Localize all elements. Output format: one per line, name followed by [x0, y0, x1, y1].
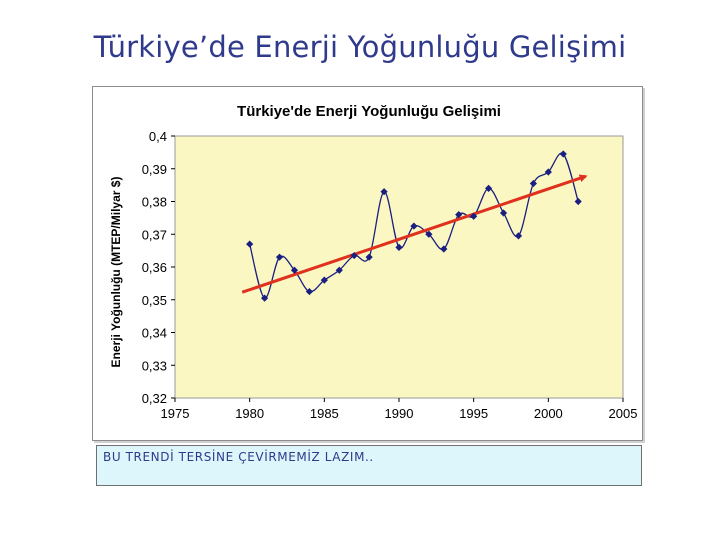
- data-point: [529, 179, 537, 188]
- x-tick-label: 1980: [235, 406, 264, 421]
- y-tick-label: 0,36: [142, 260, 167, 275]
- x-tick-label: 1995: [459, 406, 488, 421]
- data-point: [440, 245, 448, 253]
- plot-area: [174, 135, 624, 399]
- x-tick-label: 2000: [534, 406, 563, 421]
- x-tick-label: 1975: [161, 406, 190, 421]
- y-tick-label: 0,34: [142, 326, 167, 341]
- data-point: [485, 184, 493, 192]
- data-point: [499, 209, 508, 217]
- y-tick-label: 0,37: [142, 227, 167, 242]
- x-tick-label: 1990: [385, 406, 414, 421]
- y-tick-label: 0,39: [142, 162, 167, 177]
- data-point: [574, 197, 582, 206]
- line-chart: Türkiye'de Enerji Yoğunluğu Gelişimi Ene…: [109, 103, 638, 421]
- note-box: BU TRENDİ TERSİNE ÇEVİRMEMİZ LAZIM..: [96, 445, 642, 486]
- chart-title: Türkiye'de Enerji Yoğunluğu Gelişimi: [237, 103, 501, 120]
- note-text: BU TRENDİ TERSİNE ÇEVİRMEMİZ LAZIM..: [103, 450, 374, 464]
- data-point: [425, 230, 433, 238]
- data-point: [395, 243, 403, 251]
- data-point: [559, 150, 567, 158]
- chart-frame: Türkiye'de Enerji Yoğunluğu Gelişimi Ene…: [92, 86, 643, 441]
- data-point: [514, 232, 523, 240]
- y-axis-label: Enerji Yoğunluğu (MTEP/Milyar $): [109, 177, 123, 368]
- data-point: [305, 287, 313, 296]
- data-point: [470, 212, 478, 220]
- y-tick-label: 0,32: [142, 391, 167, 406]
- y-tick-label: 0,4: [149, 129, 167, 144]
- data-point: [350, 251, 358, 260]
- data-point: [410, 222, 418, 230]
- trend-arrow: [241, 174, 588, 294]
- y-tick-label: 0,33: [142, 358, 167, 373]
- data-point: [544, 168, 552, 176]
- data-point: [380, 188, 388, 196]
- data-point: [455, 211, 463, 219]
- data-point: [365, 253, 373, 261]
- x-tick-label: 2005: [609, 406, 638, 421]
- data-point: [246, 240, 254, 248]
- y-tick-label: 0,38: [142, 195, 167, 210]
- slide-title: Türkiye’de Enerji Yoğunluğu Gelişimi: [93, 30, 627, 64]
- y-tick-label: 0,35: [142, 293, 167, 308]
- x-tick-label: 1985: [310, 406, 339, 421]
